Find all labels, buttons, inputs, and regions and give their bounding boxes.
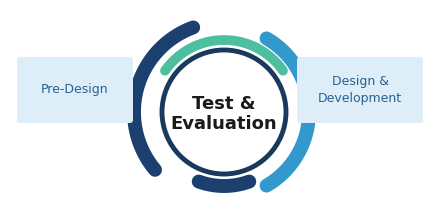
FancyBboxPatch shape — [17, 57, 133, 123]
FancyBboxPatch shape — [297, 57, 423, 123]
Text: Design &
Development: Design & Development — [318, 75, 402, 105]
Text: Test &: Test & — [192, 95, 256, 113]
Ellipse shape — [162, 50, 286, 174]
Text: Evaluation: Evaluation — [171, 115, 277, 133]
Text: Pre-Design: Pre-Design — [41, 84, 109, 97]
